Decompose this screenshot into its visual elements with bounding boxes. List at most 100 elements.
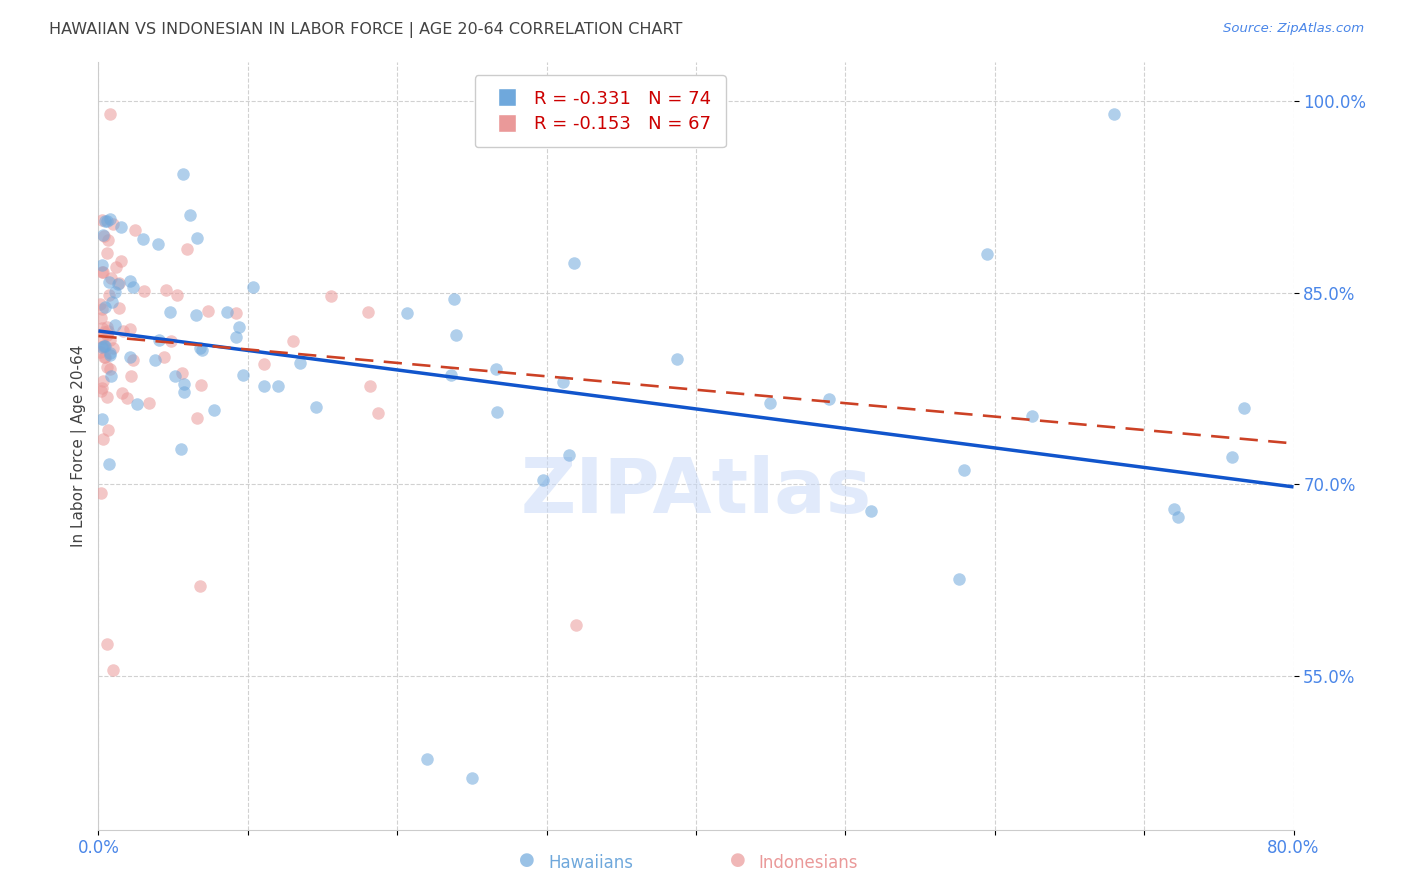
Point — [172, 167, 194, 181]
Text: Indonesians: Indonesians — [759, 855, 858, 872]
Point — [184, 308, 207, 322]
Point — [444, 328, 467, 343]
Point — [93, 229, 115, 244]
Point — [485, 362, 508, 376]
Point — [948, 572, 970, 586]
Point — [91, 301, 114, 316]
Point — [104, 285, 127, 300]
Point — [1167, 510, 1189, 524]
Point — [1104, 106, 1126, 120]
Point — [97, 275, 120, 289]
Point — [461, 772, 484, 786]
Point — [143, 352, 166, 367]
Point — [107, 277, 129, 291]
Text: ZIPAtlas: ZIPAtlas — [520, 455, 872, 529]
Text: ●: ● — [730, 851, 747, 869]
Point — [267, 379, 290, 393]
Point — [90, 320, 112, 334]
Text: Hawaiians: Hawaiians — [548, 855, 633, 872]
Point — [120, 351, 142, 365]
Point — [89, 345, 111, 359]
Point — [91, 374, 114, 388]
Point — [90, 381, 112, 395]
Point — [179, 209, 201, 223]
Point — [124, 223, 146, 237]
Point — [1163, 502, 1185, 516]
Point — [91, 412, 114, 426]
Point — [188, 341, 211, 355]
Point — [93, 339, 115, 353]
Point — [100, 369, 122, 384]
Point — [565, 618, 588, 632]
Point — [148, 333, 170, 347]
Text: ●: ● — [519, 851, 536, 869]
Point — [96, 320, 118, 334]
Point — [90, 331, 112, 345]
Point — [122, 280, 145, 294]
Point — [166, 288, 188, 302]
Point — [110, 220, 132, 235]
Point — [111, 386, 134, 401]
Point — [98, 333, 121, 347]
Point — [120, 274, 142, 288]
Point — [100, 270, 122, 285]
Point — [228, 320, 250, 334]
Point — [93, 339, 115, 353]
Point — [165, 368, 187, 383]
Point — [253, 357, 276, 371]
Point — [91, 265, 114, 279]
Point — [197, 304, 219, 318]
Point — [173, 384, 195, 399]
Point — [98, 361, 121, 376]
Point — [112, 324, 135, 338]
Point — [367, 406, 389, 420]
Point — [93, 339, 115, 353]
Point — [531, 473, 554, 487]
Point — [101, 294, 124, 309]
Point — [173, 377, 195, 392]
Point — [96, 327, 118, 342]
Point — [120, 368, 142, 383]
Point — [97, 325, 120, 339]
Point — [305, 401, 328, 415]
Point — [186, 231, 208, 245]
Point — [564, 256, 586, 270]
Point — [101, 217, 124, 231]
Point — [186, 411, 208, 425]
Point — [94, 213, 117, 227]
Point — [818, 392, 841, 407]
Point — [132, 232, 155, 246]
Point — [190, 377, 212, 392]
Point — [553, 375, 575, 389]
Point — [440, 368, 463, 383]
Point — [148, 237, 170, 252]
Point — [91, 213, 114, 227]
Point — [96, 359, 118, 374]
Point — [97, 233, 120, 247]
Point — [1233, 401, 1256, 416]
Point — [91, 228, 114, 243]
Point — [159, 305, 181, 319]
Point — [1222, 450, 1244, 465]
Point — [153, 350, 176, 364]
Point — [108, 276, 131, 290]
Point — [159, 334, 181, 348]
Point — [97, 457, 120, 471]
Point — [90, 258, 112, 272]
Point — [94, 300, 117, 314]
Point — [232, 368, 254, 383]
Point — [93, 350, 115, 364]
Point — [242, 279, 264, 293]
Point — [1021, 409, 1043, 424]
Point — [416, 752, 439, 766]
Point — [96, 245, 118, 260]
Point — [97, 424, 120, 438]
Point — [115, 391, 138, 405]
Text: Source: ZipAtlas.com: Source: ZipAtlas.com — [1223, 22, 1364, 36]
Point — [103, 663, 125, 677]
Point — [357, 304, 380, 318]
Point — [176, 242, 198, 256]
Point — [190, 343, 212, 357]
Point — [107, 301, 129, 315]
Point — [91, 432, 114, 446]
